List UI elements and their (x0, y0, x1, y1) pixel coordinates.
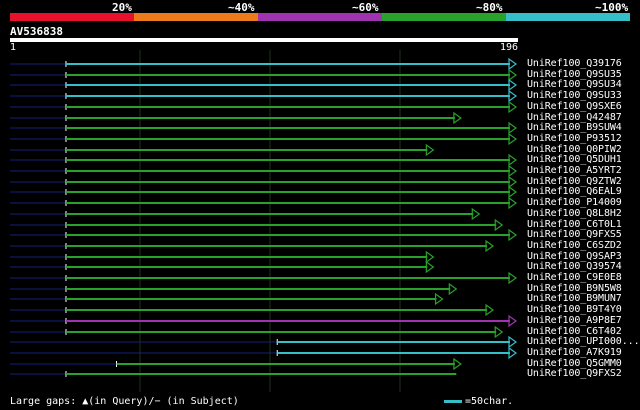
hit-label[interactable]: UniRef100_Q9FXS5 (527, 229, 622, 240)
identity-label-20: 20% (112, 1, 132, 14)
hit-label[interactable]: UniRef100_B9N5W8 (527, 283, 622, 294)
hit-arrow (494, 325, 504, 339)
hit-arrow (508, 68, 518, 82)
scale-note: =50char. (444, 396, 513, 407)
hit-label[interactable]: UniRef100_C6T402 (527, 326, 622, 337)
hit-label[interactable]: UniRef100_A5YRT2 (527, 165, 622, 176)
hit-arrow (508, 196, 518, 210)
hit-label[interactable]: UniRef100_Q9ZTW2 (527, 176, 622, 187)
identity-label-40: ~40% (228, 1, 255, 14)
hit-arrow (508, 164, 518, 178)
hit-label[interactable]: UniRef100_P14009 (527, 197, 622, 208)
hit-label[interactable]: UniRef100_Q9SU34 (527, 79, 622, 90)
large-gaps-note: Large gaps: ▲(in Query)/− (in Subject) (10, 396, 239, 407)
identity-label-60: ~60% (352, 1, 379, 14)
hit-arrow (508, 100, 518, 114)
hit-label[interactable]: UniRef100_Q9SAP3 (527, 251, 622, 262)
identity-segment-3 (258, 13, 382, 21)
identity-label-80: ~80% (476, 1, 503, 14)
hit-arrow (494, 218, 504, 232)
hit-arrow (508, 185, 518, 199)
hit-label[interactable]: UniRef100_Q9SXE6 (527, 101, 622, 112)
hit-arrow (508, 346, 518, 360)
hit-label[interactable]: UniRef100_A7K919 (527, 347, 622, 358)
hit-arrow (508, 271, 518, 285)
hit-label[interactable]: UniRef100_Q6EAL9 (527, 186, 622, 197)
hit-label[interactable]: UniRef100_Q9SU35 (527, 69, 622, 80)
hit-label[interactable]: UniRef100_C6T0L1 (527, 219, 622, 230)
hit-arrow (471, 207, 481, 221)
hit-arrow (485, 239, 495, 253)
identity-segment-2 (134, 13, 258, 21)
hit-label[interactable]: UniRef100_Q9FXS2 (527, 368, 622, 379)
hit-label[interactable]: UniRef100_P93512 (527, 133, 622, 144)
hit-arrow (508, 89, 518, 103)
hit-label[interactable]: UniRef100_UPI000... (527, 336, 640, 347)
hit-label[interactable]: UniRef100_Q8L8H2 (527, 208, 622, 219)
hit-label[interactable]: UniRef100_C6SZD2 (527, 240, 622, 251)
hit-arrow (508, 175, 518, 189)
hit-label[interactable]: UniRef100_Q9SU33 (527, 90, 622, 101)
hit-label[interactable]: UniRef100_B9MUN7 (527, 293, 622, 304)
identity-label-100: ~100% (595, 1, 629, 14)
hit-label[interactable]: UniRef100_Q39574 (527, 261, 622, 272)
hit-arrow (508, 228, 518, 242)
identity-legend-labels: 20% ~40% ~60% ~80% ~100% (0, 0, 640, 14)
hit-arrow (508, 132, 518, 146)
hit-arrow (508, 78, 518, 92)
hit-label[interactable]: UniRef100_Q39176 (527, 58, 622, 69)
hit-arrow (434, 292, 444, 306)
hit-label[interactable]: UniRef100_Q42487 (527, 112, 622, 123)
hit-label[interactable]: UniRef100_B9T4Y0 (527, 304, 622, 315)
scale-swatch (444, 400, 462, 403)
query-start-position: 1 (10, 42, 17, 53)
hit-label[interactable]: UniRef100_C9E0E8 (527, 272, 622, 283)
query-sequence-line (10, 38, 518, 42)
identity-segment-4 (382, 13, 506, 21)
hit-arrow (508, 57, 518, 71)
identity-segment-5 (506, 13, 630, 21)
hit-label[interactable]: UniRef100_Q5DUH1 (527, 154, 622, 165)
hit-arrow (448, 282, 458, 296)
hit-arrow (425, 250, 435, 264)
query-end-position: 196 (499, 42, 518, 53)
hit-arrow (508, 335, 518, 349)
hit-label[interactable]: UniRef100_Q5GMM0 (527, 358, 622, 369)
hit-arrow (425, 260, 435, 274)
hit-arrow (508, 153, 518, 167)
identity-color-bar (10, 13, 630, 21)
scale-label: =50char. (465, 396, 514, 407)
hit-arrow (508, 314, 518, 328)
hit-arrow (453, 111, 462, 125)
hit-label[interactable]: UniRef100_A9P8E7 (527, 315, 622, 326)
hit-arrow (485, 303, 495, 317)
hit-arrow (508, 121, 518, 135)
hit-arrow (425, 143, 435, 157)
identity-segment-1 (10, 13, 134, 21)
hit-label[interactable]: UniRef100_Q0PIW2 (527, 144, 622, 155)
hit-label[interactable]: UniRef100_B9SUW4 (527, 122, 622, 133)
query-name: AV536838 (10, 25, 63, 38)
hit-arrow (453, 357, 462, 371)
